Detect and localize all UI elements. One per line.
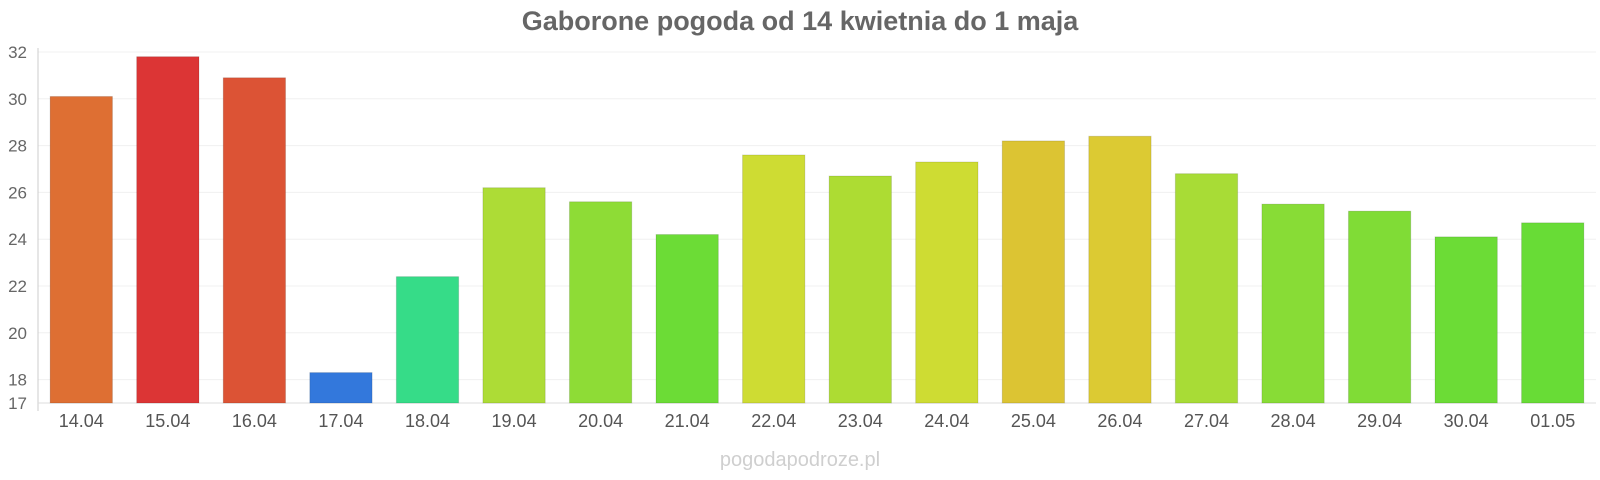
x-tick-label: 24.04 bbox=[924, 411, 969, 431]
bar-17.04 bbox=[310, 373, 372, 403]
bar-22.04 bbox=[743, 155, 805, 403]
x-tick-label: 01.05 bbox=[1530, 411, 1575, 431]
x-tick-label: 27.04 bbox=[1184, 411, 1229, 431]
watermark: pogodapodroze.pl bbox=[0, 449, 1600, 472]
bar-14.04 bbox=[50, 96, 112, 403]
bar-28.04 bbox=[1262, 204, 1324, 403]
bar-24.04 bbox=[916, 162, 978, 403]
x-tick-label: 18.04 bbox=[405, 411, 450, 431]
x-tick-label: 15.04 bbox=[145, 411, 190, 431]
x-tick-label: 14.04 bbox=[59, 411, 104, 431]
x-tick-label: 16.04 bbox=[232, 411, 277, 431]
x-tick-label: 21.04 bbox=[665, 411, 710, 431]
bar-18.04 bbox=[396, 277, 458, 403]
x-tick-label: 17.04 bbox=[318, 411, 363, 431]
x-tick-label: 20.04 bbox=[578, 411, 623, 431]
x-tick-label: 26.04 bbox=[1097, 411, 1142, 431]
x-tick-label: 28.04 bbox=[1271, 411, 1316, 431]
x-tick-label: 23.04 bbox=[838, 411, 883, 431]
x-tick-label: 30.04 bbox=[1444, 411, 1489, 431]
bar-16.04 bbox=[223, 78, 285, 403]
bar-30.04 bbox=[1435, 237, 1497, 403]
x-tick-label: 25.04 bbox=[1011, 411, 1056, 431]
x-tick-label: 19.04 bbox=[492, 411, 537, 431]
bars bbox=[50, 57, 1584, 403]
y-tick-label: 20 bbox=[8, 324, 27, 343]
bar-01.05 bbox=[1522, 223, 1584, 403]
y-tick-label: 28 bbox=[8, 137, 27, 156]
bar-25.04 bbox=[1002, 141, 1064, 403]
y-tick-label: 30 bbox=[8, 90, 27, 109]
y-tick-label: 22 bbox=[8, 277, 27, 296]
bar-29.04 bbox=[1348, 211, 1410, 403]
y-tick-label: 24 bbox=[8, 230, 27, 249]
x-tick-label: 22.04 bbox=[751, 411, 796, 431]
bar-27.04 bbox=[1175, 174, 1237, 403]
y-tick-label: 18 bbox=[8, 371, 27, 390]
bar-20.04 bbox=[569, 202, 631, 403]
bar-15.04 bbox=[137, 57, 199, 403]
bar-21.04 bbox=[656, 235, 718, 403]
y-tick-label: 32 bbox=[8, 43, 27, 62]
bar-26.04 bbox=[1089, 136, 1151, 403]
y-tick-label: 26 bbox=[8, 183, 27, 202]
x-tick-label: 29.04 bbox=[1357, 411, 1402, 431]
bar-19.04 bbox=[483, 188, 545, 403]
y-tick-label: 17 bbox=[8, 394, 27, 413]
y-tick-labels: 17 18 20 22 24 26 28 30 32 bbox=[8, 43, 27, 413]
bar-23.04 bbox=[829, 176, 891, 403]
x-tick-labels: 14.04 15.04 16.04 17.04 18.04 19.04 20.04 21.04… bbox=[59, 411, 1575, 431]
